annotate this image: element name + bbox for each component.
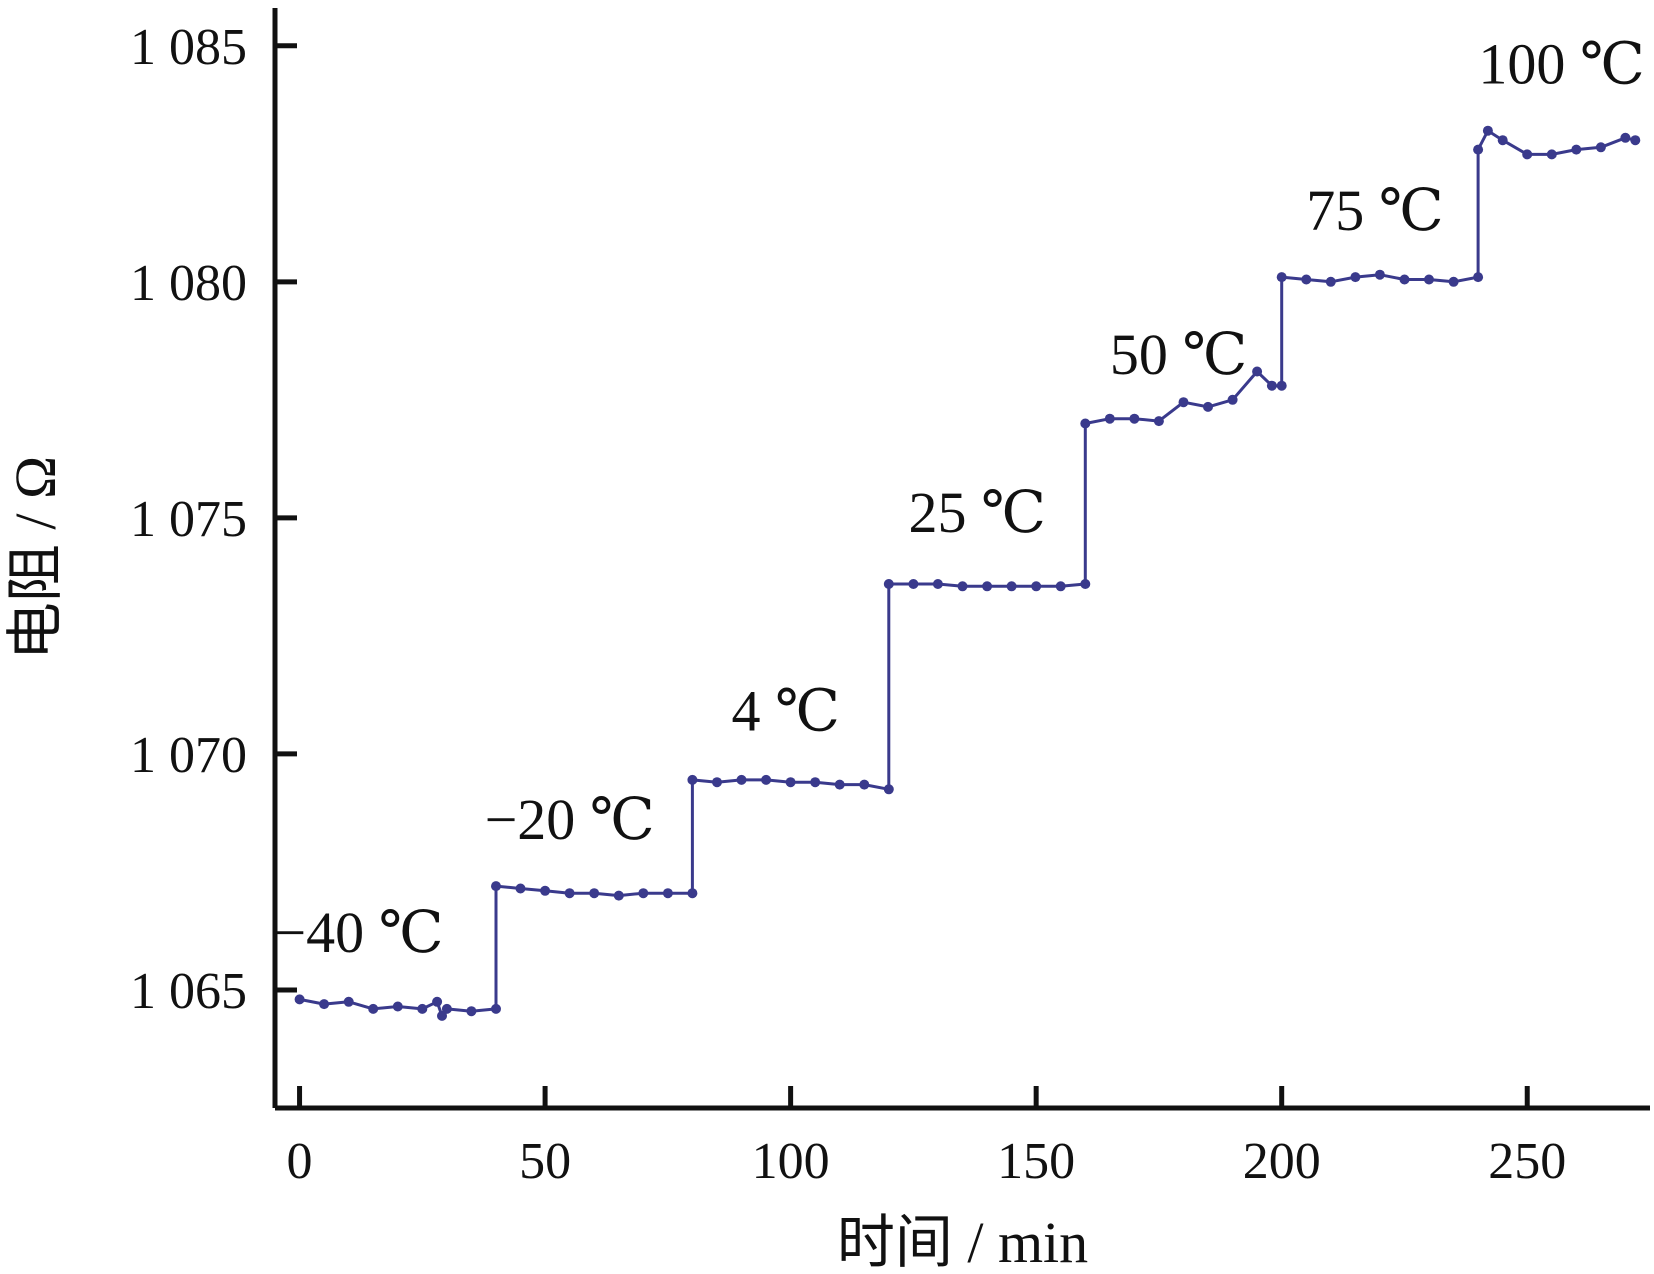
temperature-label: −40 ℃ — [273, 900, 443, 965]
data-point — [1301, 274, 1312, 285]
y-tick-label: 1 085 — [130, 19, 247, 76]
axes — [272, 8, 1650, 1111]
data-point — [859, 779, 870, 790]
data-point — [883, 579, 894, 589]
temperature-label: 4 ℃ — [732, 678, 840, 743]
data-point — [1325, 276, 1336, 287]
data-point — [761, 774, 772, 785]
data-point — [712, 777, 722, 788]
x-ticks: 0 50 100 150 200 250 — [287, 1086, 1566, 1190]
data-point — [613, 890, 624, 901]
y-ticks: 1 065 1 070 1 075 1 080 1 085 — [130, 19, 297, 1020]
data-point — [1473, 272, 1484, 283]
data-point — [1595, 142, 1606, 153]
data-point — [1546, 149, 1557, 160]
data-point — [1620, 132, 1631, 143]
data-point — [589, 888, 600, 899]
data-point — [466, 1006, 477, 1017]
x-tick-label: 250 — [1488, 1133, 1566, 1190]
data-point — [1055, 581, 1066, 592]
temperature-label: 50 ℃ — [1110, 322, 1247, 387]
data-point — [319, 999, 330, 1010]
data-point — [1227, 394, 1238, 405]
data-point — [417, 1003, 428, 1014]
data-point — [1571, 144, 1582, 155]
y-tick-label: 1 075 — [130, 491, 247, 548]
data-point — [1178, 397, 1189, 408]
data-point — [662, 888, 673, 899]
data-point — [638, 888, 649, 899]
x-tick-label: 200 — [1243, 1133, 1321, 1190]
x-axis-title: 时间 / min — [837, 1210, 1088, 1274]
data-point — [437, 1010, 447, 1021]
data-point — [1522, 149, 1533, 160]
data-point — [1424, 274, 1434, 285]
data-point — [1104, 413, 1115, 424]
data-point — [1276, 272, 1287, 283]
data-point — [1482, 125, 1493, 136]
data-point — [432, 996, 443, 1007]
data-point — [908, 579, 919, 589]
data-point — [957, 581, 968, 592]
temperature-label: −20 ℃ — [485, 787, 655, 852]
temperature-label: 75 ℃ — [1306, 178, 1443, 243]
data-point — [1031, 581, 1042, 592]
data-point — [1399, 274, 1410, 285]
data-point — [687, 774, 698, 785]
data-point — [441, 1003, 452, 1014]
y-tick-label: 1 070 — [130, 727, 247, 784]
data-point — [1374, 269, 1385, 280]
y-axis-title: 电阻 / Ω — [3, 456, 68, 660]
data-point — [982, 581, 993, 592]
data-point — [1630, 135, 1641, 146]
data-point — [687, 888, 698, 899]
data-point — [1350, 272, 1361, 283]
data-point — [540, 885, 551, 896]
data-point — [1276, 380, 1287, 391]
data-point — [1252, 366, 1263, 377]
series-layer — [294, 125, 1641, 1021]
x-tick-label: 150 — [997, 1133, 1075, 1190]
data-point — [1448, 276, 1459, 287]
data-point — [883, 784, 894, 795]
data-point — [1203, 401, 1213, 412]
x-tick-label: 50 — [519, 1133, 571, 1190]
data-point — [736, 774, 747, 785]
data-point — [491, 881, 501, 892]
annotations: −40 ℃ −20 ℃ 4 ℃ 25 ℃ 50 ℃ 75 ℃ 100 ℃ — [273, 32, 1644, 966]
data-point — [785, 777, 796, 788]
data-point — [834, 779, 845, 790]
data-point — [1006, 581, 1017, 592]
data-point — [810, 777, 821, 788]
x-tick-label: 0 — [287, 1133, 313, 1190]
data-point — [1473, 144, 1484, 155]
data-point — [1153, 416, 1164, 427]
data-point — [294, 994, 305, 1005]
data-point — [1080, 579, 1091, 589]
data-point — [515, 883, 526, 894]
data-point — [1497, 135, 1508, 146]
x-tick-label: 100 — [752, 1133, 830, 1190]
data-point — [564, 888, 575, 899]
data-point — [1080, 418, 1091, 429]
data-point — [491, 1003, 501, 1014]
temperature-label: 25 ℃ — [909, 480, 1046, 545]
data-point — [368, 1003, 379, 1014]
data-point — [1266, 380, 1277, 391]
temperature-label: 100 ℃ — [1478, 32, 1644, 97]
y-tick-label: 1 065 — [130, 963, 247, 1020]
data-point — [1129, 413, 1140, 424]
y-tick-label: 1 080 — [130, 255, 247, 312]
data-point — [343, 996, 354, 1007]
data-point — [392, 1001, 403, 1012]
data-point — [932, 579, 943, 589]
